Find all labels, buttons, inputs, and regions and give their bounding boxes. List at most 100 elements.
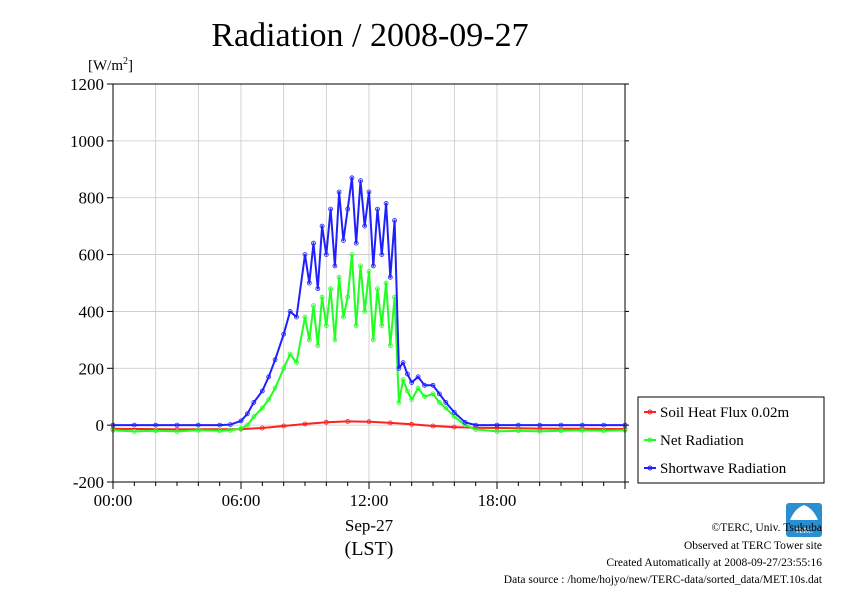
y-tick-label: 1000	[70, 132, 104, 151]
data-point	[430, 423, 436, 429]
y-tick-label: 1200	[70, 75, 104, 94]
data-point	[336, 274, 342, 280]
data-point	[422, 382, 427, 388]
x-tick-label: 12:00	[350, 491, 389, 510]
series-line	[113, 176, 625, 427]
series-line	[112, 420, 626, 431]
data-point	[558, 428, 564, 434]
data-point	[306, 337, 312, 343]
data-point	[174, 422, 180, 428]
legend-box	[637, 396, 825, 484]
data-point	[579, 427, 585, 433]
data-point	[294, 314, 299, 320]
data-point	[366, 269, 372, 275]
logo-text: TERC	[795, 527, 813, 535]
data-point	[349, 252, 355, 258]
data-point	[451, 409, 457, 415]
x-tick-label: 00:00	[94, 491, 133, 510]
data-point	[302, 314, 308, 320]
data-point	[404, 371, 410, 377]
data-point	[462, 419, 468, 425]
data-point	[238, 426, 244, 432]
data-point	[345, 294, 351, 300]
data-point	[353, 240, 359, 246]
data-point	[266, 397, 272, 403]
data-point	[400, 360, 406, 366]
data-point	[349, 175, 355, 181]
data-point	[323, 323, 329, 329]
data-point	[601, 422, 607, 428]
data-point	[195, 427, 201, 433]
data-point	[558, 422, 564, 428]
data-point	[174, 428, 180, 434]
data-point	[358, 178, 363, 184]
data-point	[323, 252, 329, 258]
data-point	[345, 418, 351, 424]
x-axis-label: (LST)	[345, 538, 394, 560]
x-tick-label: 18:00	[478, 491, 517, 510]
data-point	[383, 280, 389, 286]
y-tick-label: 600	[79, 246, 105, 265]
data-point	[332, 263, 338, 269]
series-group	[110, 252, 628, 434]
data-point	[415, 385, 421, 391]
legend-marker	[647, 409, 653, 415]
legend: Soil Heat Flux 0.02m Net Radiation Shortwa…	[637, 396, 825, 484]
data-point	[422, 394, 427, 400]
data-point	[281, 423, 287, 429]
data-point	[336, 189, 342, 195]
data-point	[430, 391, 436, 397]
data-point	[409, 421, 415, 427]
x-axis: 00:00 06:00 12:00 18:00	[94, 482, 626, 510]
data-point	[387, 420, 393, 426]
data-point	[153, 428, 159, 434]
data-point	[340, 314, 346, 320]
data-point	[379, 252, 385, 258]
x-tick-label: 06:00	[222, 491, 261, 510]
data-point	[362, 308, 368, 314]
data-point	[131, 422, 137, 428]
y-tick-label: 200	[79, 359, 105, 378]
data-point	[311, 240, 316, 246]
data-point	[217, 428, 223, 434]
data-point	[404, 388, 410, 394]
data-point	[345, 206, 351, 212]
data-point	[387, 343, 393, 348]
data-point	[473, 422, 479, 428]
data-point	[451, 424, 457, 430]
data-point	[302, 421, 308, 427]
data-point	[195, 422, 201, 428]
data-point	[515, 422, 521, 428]
data-point	[362, 223, 368, 229]
data-point	[375, 206, 380, 212]
data-point	[353, 323, 359, 329]
data-point	[153, 422, 159, 428]
y-axis-unit: [W/m2]	[88, 56, 133, 74]
data-point	[579, 422, 585, 428]
data-point	[287, 308, 293, 314]
y-tick-label: -200	[73, 473, 104, 492]
data-point	[383, 200, 389, 206]
data-point	[266, 374, 272, 380]
data-point	[494, 428, 500, 434]
legend-label: Shortwave Radiation	[660, 461, 787, 477]
legend-item: Shortwave Radiation	[644, 461, 787, 477]
data-point	[415, 374, 421, 380]
data-point	[370, 263, 376, 269]
data-point	[436, 391, 442, 397]
data-point	[227, 427, 233, 433]
data-point	[311, 303, 316, 309]
data-point	[443, 399, 449, 405]
data-point	[302, 252, 308, 258]
data-point	[227, 422, 233, 428]
data-point	[306, 280, 312, 286]
data-point	[400, 377, 406, 383]
data-point	[430, 382, 436, 388]
terc-logo: TERC	[786, 503, 822, 537]
data-point	[494, 422, 500, 428]
data-point	[315, 286, 321, 292]
data-point	[238, 418, 244, 424]
y-tick-label: 0	[96, 416, 105, 435]
legend-item: Soil Heat Flux 0.02m	[644, 405, 790, 421]
